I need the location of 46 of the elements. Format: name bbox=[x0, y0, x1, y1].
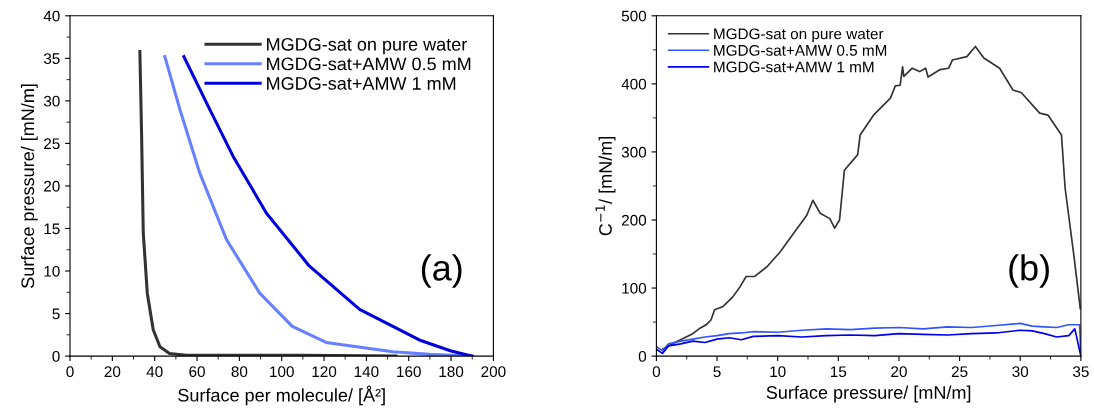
y-tick-label: 5 bbox=[52, 308, 60, 320]
x-tick-label: 5 bbox=[713, 366, 721, 378]
y-tick-label: 30 bbox=[43, 95, 60, 107]
annotation: (b) bbox=[1009, 254, 1049, 288]
x-tick-label: 30 bbox=[1012, 366, 1029, 378]
x-tick-label: 180 bbox=[439, 366, 464, 378]
x-tick-label: 20 bbox=[104, 366, 121, 378]
x-tick-label: 160 bbox=[397, 366, 421, 378]
x-tick-label: 15 bbox=[830, 366, 847, 378]
x-tick-label: 40 bbox=[146, 366, 163, 378]
y-tick-label: 20 bbox=[44, 180, 60, 192]
x-tick-label: 10 bbox=[770, 366, 786, 378]
y-tick-label: 400 bbox=[621, 78, 647, 90]
x-tick-label: 200 bbox=[481, 366, 506, 378]
y-axis-title: Surface pressure/ [mN/m] bbox=[20, 84, 38, 288]
legend-label: MGDG-sat+AMW 0.5 mM bbox=[267, 57, 471, 71]
y-tick-label: 40 bbox=[43, 10, 60, 22]
legend-label: MGDG-sat+AMW 0.5 mM bbox=[714, 44, 887, 56]
y-tick-label: 100 bbox=[622, 282, 647, 294]
y-tick-label: 0 bbox=[52, 350, 60, 362]
legend-label: MGDG-sat+AMW 1 mM bbox=[714, 61, 874, 73]
legend-label: MGDG-sat on pure water bbox=[714, 28, 884, 43]
y-axis-title: C$^{−1}$/ [mN/m] bbox=[595, 136, 616, 236]
x-tick-label: 35 bbox=[1072, 366, 1089, 378]
x-tick-label: 140 bbox=[354, 366, 379, 378]
x-tick-label: 25 bbox=[951, 366, 968, 378]
y-tick-label: 25 bbox=[44, 138, 60, 150]
x-tick-label: 0 bbox=[66, 366, 74, 378]
x-tick-label: 0 bbox=[652, 366, 661, 378]
legend-label: MGDG-sat+AMW 1 mM bbox=[267, 77, 456, 90]
x-axis-title: Surface per molecule/ [Å²] bbox=[178, 385, 385, 406]
x-axis-title: Surface pressure/ [mN/m] bbox=[766, 385, 971, 403]
x-tick-label: 80 bbox=[231, 366, 248, 378]
x-tick-label: 60 bbox=[189, 366, 205, 378]
legend-label: MGDG-sat on pure water bbox=[267, 37, 467, 55]
y-tick-label: 15 bbox=[44, 223, 60, 235]
y-tick-label: 35 bbox=[43, 53, 60, 65]
y-tick-label: 200 bbox=[621, 214, 647, 226]
y-tick-label: 0 bbox=[638, 350, 647, 362]
annotation: (a) bbox=[421, 254, 462, 288]
y-tick-label: 10 bbox=[44, 265, 60, 277]
x-tick-label: 20 bbox=[891, 366, 907, 378]
y-tick-label: 500 bbox=[621, 10, 647, 22]
y-tick-label: 300 bbox=[621, 146, 647, 158]
x-tick-label: 120 bbox=[312, 366, 337, 378]
x-tick-label: 100 bbox=[270, 366, 294, 378]
